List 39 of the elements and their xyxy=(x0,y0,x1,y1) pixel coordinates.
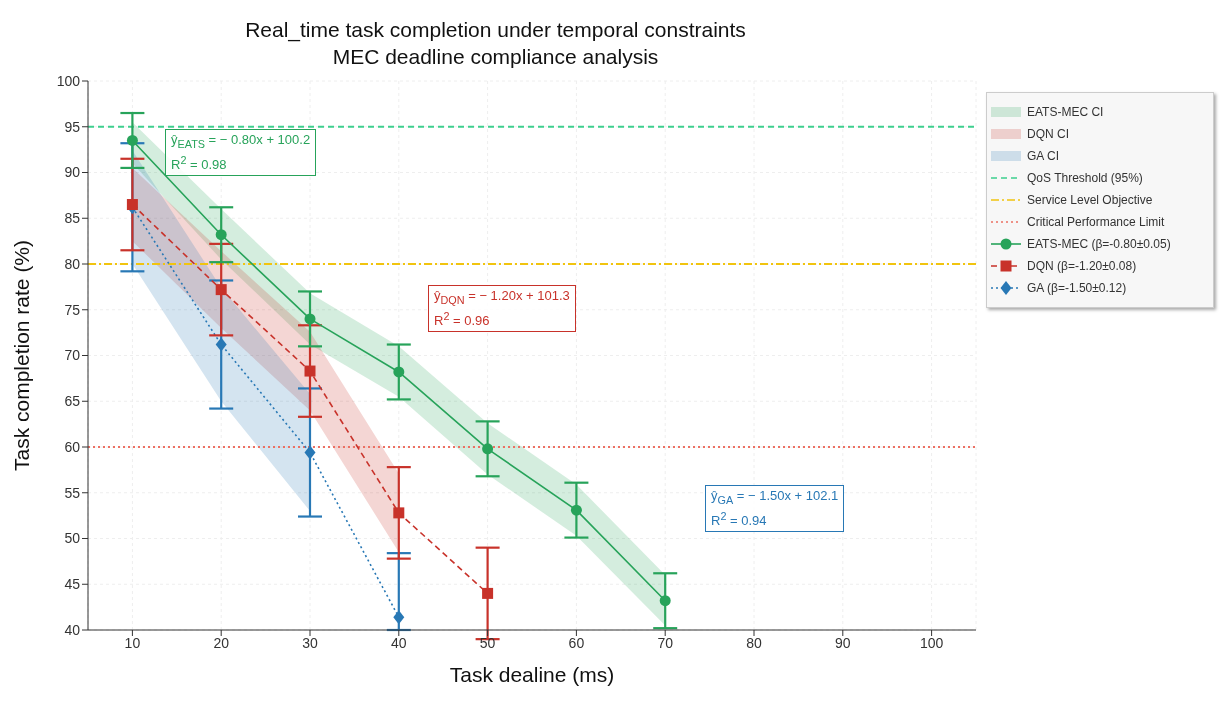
x-tick-label: 90 xyxy=(835,634,851,651)
y-tick-label: 90 xyxy=(64,164,81,181)
x-tick-label: 70 xyxy=(657,634,674,651)
text: DQN CI xyxy=(1027,127,1069,141)
y-axis-title: Task completion rate (%) xyxy=(10,239,34,472)
x-tick-label: 10 xyxy=(124,634,141,651)
x-axis-title: Task dealine (ms) xyxy=(449,663,615,686)
y-tick-label: 100 xyxy=(56,72,81,89)
y-tick-label: 75 xyxy=(64,301,81,318)
legend-label: GA (β=-1.50±0.12) xyxy=(1027,281,1127,295)
y-tick-label: 85 xyxy=(64,210,81,227)
chart-subtitle: MEC deadline compliance analysis xyxy=(331,44,660,70)
text: ŷ$_{GA}$ = − 1.50x + 102.1 R$^{2}$ = 0.94 xyxy=(711,488,839,528)
x-tick-label: 20 xyxy=(213,634,230,651)
y-tick-label: 40 xyxy=(64,621,81,638)
text: GA CI xyxy=(1027,149,1060,163)
y-tick-label: 80 xyxy=(64,255,81,272)
x-tick-label: 80 xyxy=(746,634,762,651)
legend-label: EATS-MEC (β=-0.80±0.05) xyxy=(1027,237,1171,251)
text: ŷ$_{DQN}$ = − 1.20x + 101.3 R$^{2}$ = 0.96 xyxy=(434,288,570,328)
legend-label: QoS Threshold (95%) xyxy=(1027,171,1143,185)
legend-label: Critical Performance Limit xyxy=(1027,215,1165,229)
text: ŷ$_{EATS}$ = − 0.80x + 100.2 R$^{2}$ = 0.98 xyxy=(171,132,311,172)
x-tick-label: 40 xyxy=(391,634,407,651)
y-tick-label: 95 xyxy=(64,118,81,135)
chart-title: Real_time task completion under temporal constraints xyxy=(244,17,747,43)
y-tick-label: 55 xyxy=(64,484,81,501)
y-tick-label: 70 xyxy=(64,347,81,364)
y-tick-label: 45 xyxy=(64,576,81,593)
text: EATS-MEC CI xyxy=(1027,105,1104,119)
x-tick-label: 60 xyxy=(568,634,585,651)
y-tick-label: 50 xyxy=(64,530,81,547)
y-tick-label: 65 xyxy=(64,393,81,410)
x-tick-label: 30 xyxy=(302,634,318,651)
legend-label: DQN (β=-1.20±0.08) xyxy=(1027,259,1137,273)
x-tick-label: 50 xyxy=(479,634,496,651)
x-tick-label: 100 xyxy=(919,634,944,651)
y-tick-label: 60 xyxy=(64,438,81,455)
legend-label: Service Level Objective xyxy=(1027,193,1153,207)
